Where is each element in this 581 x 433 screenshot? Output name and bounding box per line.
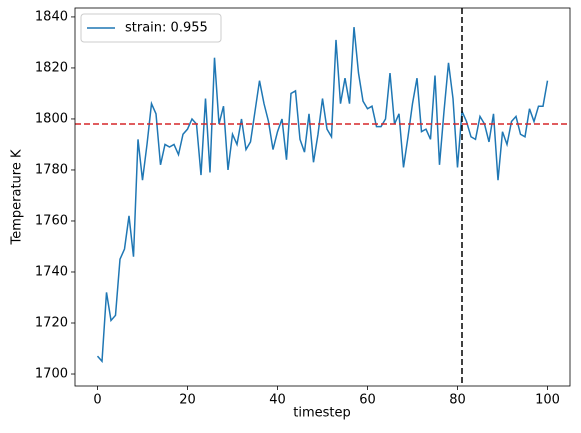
- data-line: [96, 27, 549, 364]
- x-tick-label: 0: [93, 393, 101, 408]
- y-tick-label: 1800: [35, 111, 68, 126]
- y-tick-label: 1820: [35, 60, 68, 75]
- legend-box: [80, 13, 222, 43]
- x-tick-label: 20: [179, 393, 196, 408]
- legend: strain: 0.955: [80, 13, 222, 43]
- x-tick-label: 40: [269, 393, 286, 408]
- y-axis-label: Temperature K: [10, 149, 25, 245]
- legend-label: strain: 0.955: [125, 21, 208, 36]
- plot-frame: [74, 7, 571, 387]
- y-tick-label: 1760: [35, 213, 68, 228]
- y-tick-label: 1740: [35, 264, 68, 279]
- y-tick-label: 1840: [35, 9, 68, 24]
- x-axis-label: timestep: [293, 406, 351, 421]
- x-tick-label: 60: [359, 393, 376, 408]
- x-tick-label: 100: [535, 393, 560, 408]
- x-tick-label: 80: [449, 393, 466, 408]
- y-tick-label: 1700: [35, 367, 68, 382]
- y-tick-label: 1720: [35, 316, 68, 331]
- y-tick-label: 1780: [35, 162, 68, 177]
